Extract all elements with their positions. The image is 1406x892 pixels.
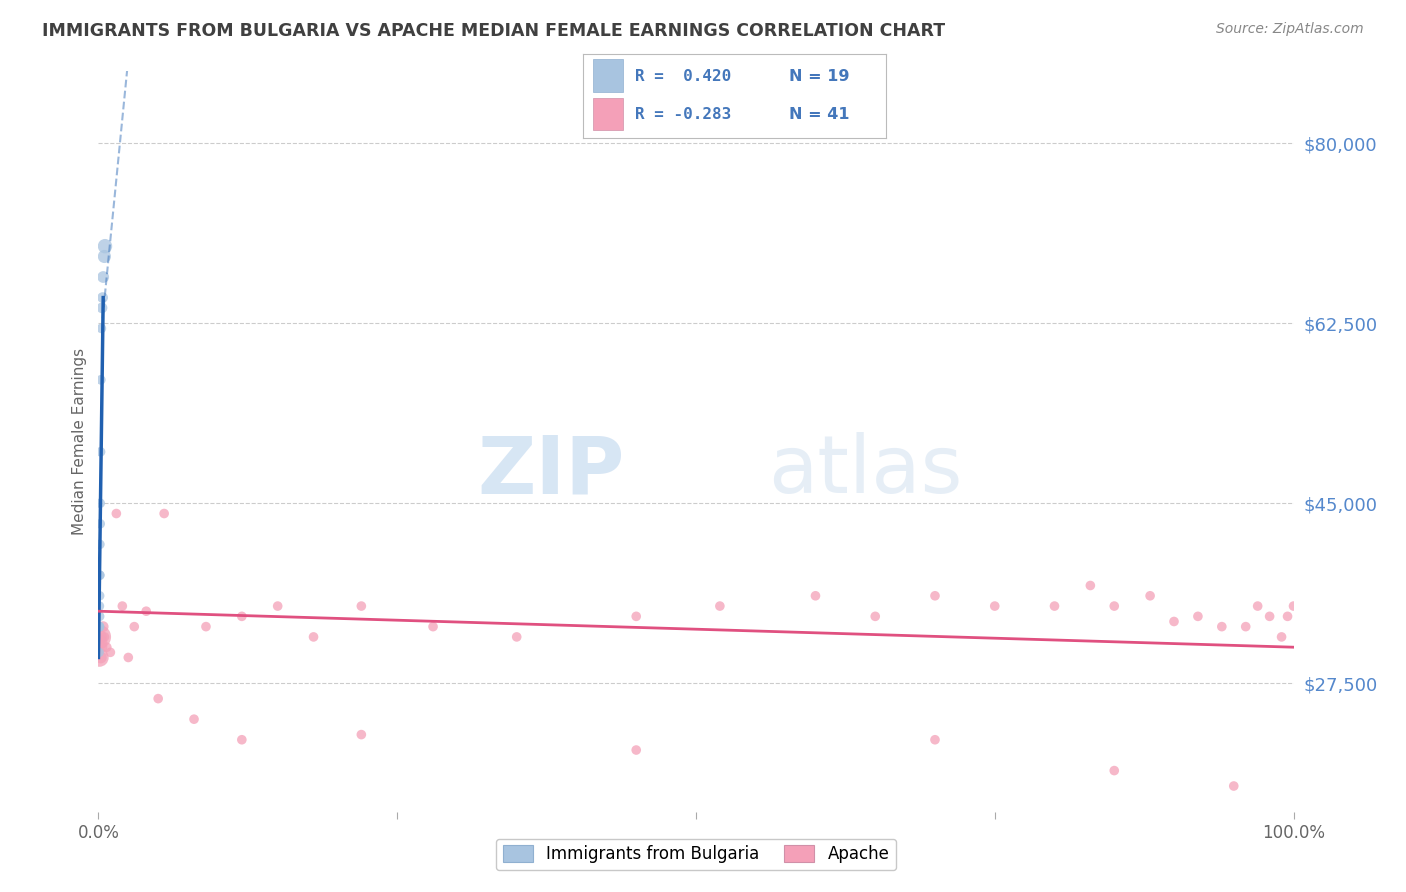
Point <box>96 640 118 655</box>
Point <box>117 650 139 665</box>
Point <box>1271 630 1294 644</box>
Point <box>90 373 112 387</box>
Point <box>267 599 290 613</box>
Point <box>153 507 176 521</box>
Point <box>148 691 170 706</box>
Bar <box>592 60 623 92</box>
Point <box>1277 609 1299 624</box>
Point <box>89 650 111 665</box>
Point <box>626 609 648 624</box>
Point <box>91 270 114 285</box>
Point <box>1282 599 1305 613</box>
Point <box>231 609 253 624</box>
Y-axis label: Median Female Earnings: Median Female Earnings <box>72 348 87 535</box>
Bar <box>592 97 623 130</box>
Point <box>94 239 117 253</box>
Point <box>183 712 205 726</box>
Point <box>91 620 114 634</box>
Text: atlas: atlas <box>768 432 962 510</box>
Point <box>87 630 110 644</box>
Point <box>1223 779 1246 793</box>
Text: Source: ZipAtlas.com: Source: ZipAtlas.com <box>1216 22 1364 37</box>
Point <box>709 599 731 613</box>
Point <box>1258 609 1281 624</box>
Point <box>89 589 111 603</box>
Point <box>1187 609 1209 624</box>
Point <box>93 250 115 264</box>
Point <box>111 599 134 613</box>
Point <box>804 589 827 603</box>
Text: N = 41: N = 41 <box>789 107 849 122</box>
Point <box>1043 599 1066 613</box>
Text: IMMIGRANTS FROM BULGARIA VS APACHE MEDIAN FEMALE EARNINGS CORRELATION CHART: IMMIGRANTS FROM BULGARIA VS APACHE MEDIA… <box>42 22 945 40</box>
Point <box>350 599 373 613</box>
Point <box>91 301 114 315</box>
Point <box>195 620 218 634</box>
Point <box>90 650 112 665</box>
Point <box>422 620 444 634</box>
Point <box>89 516 111 531</box>
Point <box>91 291 114 305</box>
Point <box>89 630 111 644</box>
Point <box>626 743 648 757</box>
Point <box>93 630 115 644</box>
Point <box>135 604 157 618</box>
Point <box>90 321 112 335</box>
Point <box>924 732 946 747</box>
Point <box>984 599 1007 613</box>
Text: N = 19: N = 19 <box>789 69 849 84</box>
Point <box>105 507 128 521</box>
Point <box>91 640 114 655</box>
Point <box>90 445 112 459</box>
Point <box>89 496 111 510</box>
Point <box>1104 599 1126 613</box>
Point <box>124 620 146 634</box>
Point <box>1139 589 1161 603</box>
Point <box>89 620 111 634</box>
Text: R = -0.283: R = -0.283 <box>636 107 731 122</box>
Point <box>1234 620 1257 634</box>
Point <box>89 537 111 551</box>
Point <box>1163 615 1185 629</box>
Point <box>350 728 373 742</box>
Point <box>924 589 946 603</box>
Point <box>1080 578 1102 592</box>
Point <box>87 620 110 634</box>
Point <box>87 645 110 659</box>
Point <box>1247 599 1270 613</box>
Text: ZIP: ZIP <box>477 432 624 510</box>
Point <box>302 630 325 644</box>
Point <box>89 568 111 582</box>
Text: R =  0.420: R = 0.420 <box>636 69 731 84</box>
Point <box>1104 764 1126 778</box>
Point <box>89 609 111 624</box>
Point <box>231 732 253 747</box>
Legend: Immigrants from Bulgaria, Apache: Immigrants from Bulgaria, Apache <box>496 838 896 870</box>
Point <box>89 599 111 613</box>
Point <box>865 609 887 624</box>
Point <box>89 568 111 582</box>
Point <box>98 645 122 659</box>
Point <box>506 630 529 644</box>
Point <box>89 635 111 649</box>
Point <box>1211 620 1233 634</box>
